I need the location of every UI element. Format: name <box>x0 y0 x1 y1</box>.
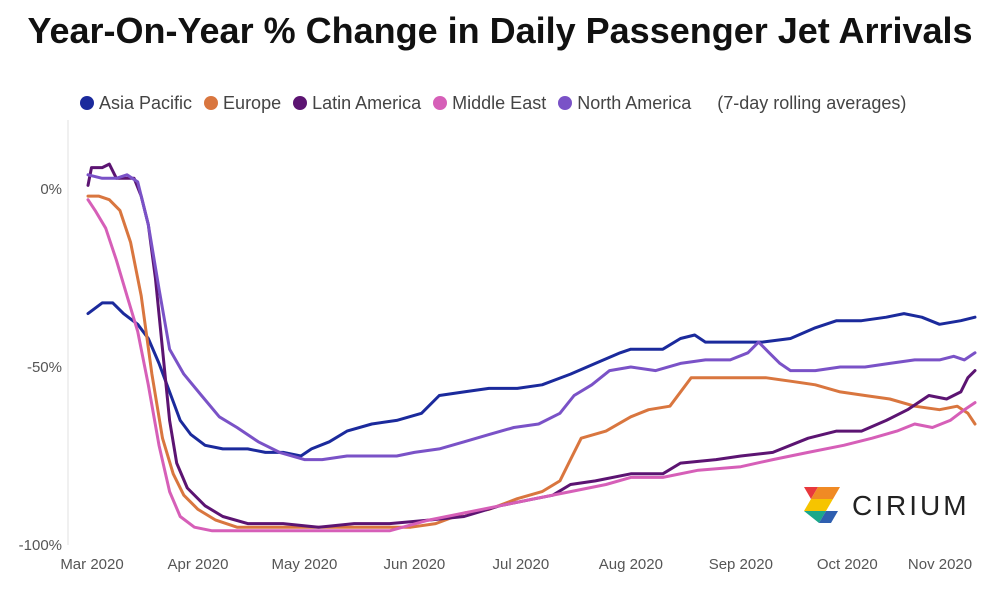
series-line-middle-east <box>86 198 977 533</box>
legend-note: (7-day rolling averages) <box>717 92 907 113</box>
legend-label: North America <box>577 92 692 113</box>
x-tick-label: Sep 2020 <box>709 556 773 573</box>
series-line-asia-pacific <box>86 301 977 458</box>
legend-label: Latin America <box>312 92 422 113</box>
y-tick-label: -100% <box>19 537 62 554</box>
series-lines <box>86 162 977 533</box>
y-tick-label: -50% <box>27 359 62 376</box>
series-line-north-america <box>86 173 977 462</box>
x-tick-label: Jul 2020 <box>492 556 549 573</box>
x-tick-label: May 2020 <box>271 556 337 573</box>
legend-marker-icon <box>204 96 219 110</box>
legend-item: North America <box>558 93 691 114</box>
series-line-europe <box>86 194 977 529</box>
axes: 0% -50% -100% Mar 2020 Apr 2020 May 2020 Jun 2… <box>19 120 972 573</box>
legend-item: Middle East <box>433 93 546 114</box>
legend-marker-icon <box>80 96 94 110</box>
x-tick-label: Jun 2020 <box>384 556 446 573</box>
x-tick-label: Apr 2020 <box>168 556 229 573</box>
legend-marker-icon <box>433 96 448 110</box>
legend-item: Asia Pacific <box>80 93 192 114</box>
x-tick-label: Mar 2020 <box>60 556 123 573</box>
x-tick-label: Aug 2020 <box>599 556 663 573</box>
x-tick-label: Oct 2020 <box>817 556 878 573</box>
legend-marker-icon <box>558 96 573 110</box>
brand-block: CIRIUM <box>800 478 980 534</box>
cirium-logo-icon <box>804 487 840 523</box>
legend-item: Latin America <box>293 93 421 114</box>
legend-label: Asia Pacific <box>99 92 193 113</box>
series-line-latin-america <box>86 162 977 529</box>
brand-name: CIRIUM <box>852 490 970 521</box>
legend-label: Middle East <box>452 92 547 113</box>
legend-marker-icon <box>293 96 308 110</box>
legend-item: Europe <box>204 93 281 114</box>
x-tick-label: Nov 2020 <box>908 556 972 573</box>
y-tick-label: 0% <box>40 181 62 198</box>
legend-label: Europe <box>223 92 282 113</box>
chart-title: Year-On-Year % Change in Daily Passenger… <box>27 10 973 51</box>
legend: Asia Pacific Europe Latin America Middle Ea… <box>80 91 906 115</box>
